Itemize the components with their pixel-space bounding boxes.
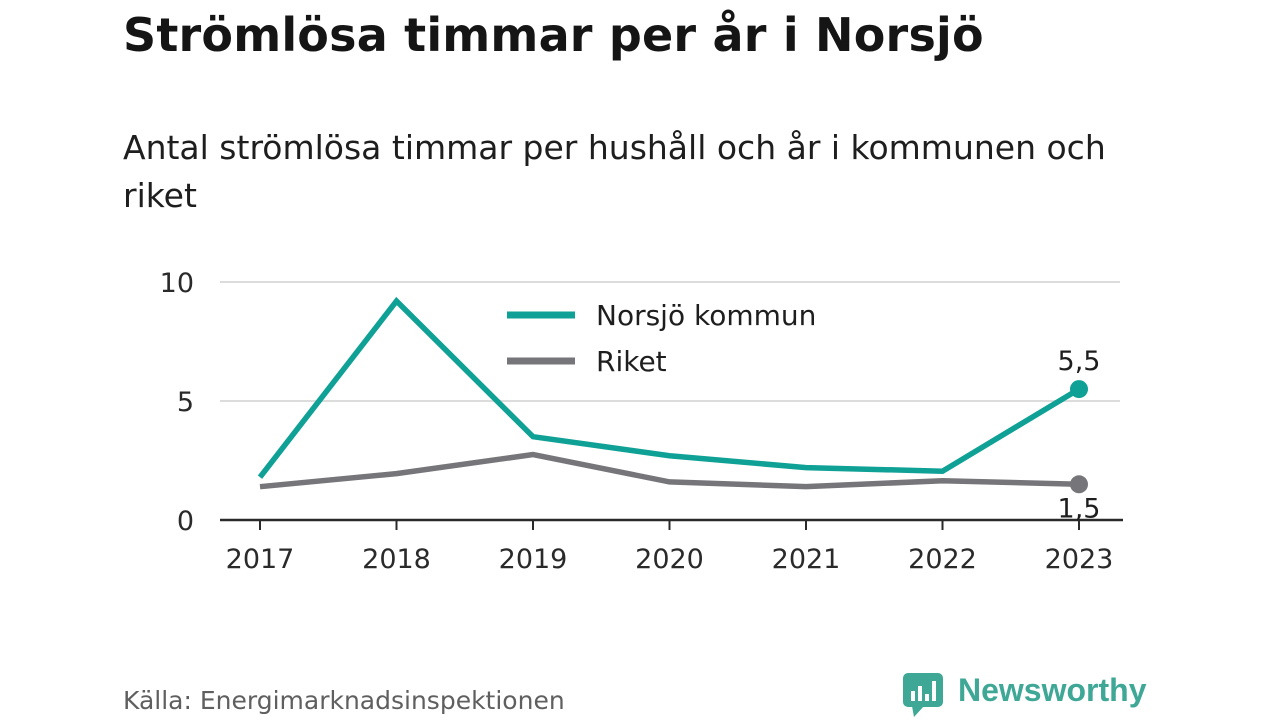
line-chart: 0 5 10 2017 2018 2019 2020 2021 2022 2023 5,5 1,5 No… [160,268,1123,575]
x-tick-label: 2022 [908,544,977,575]
x-tick-label: 2017 [226,544,295,575]
x-tick-label: 2023 [1045,544,1114,575]
data-label: 5,5 [1058,346,1101,377]
y-tick-label: 5 [177,387,194,418]
chart-title: Strömlösa timmar per år i Norsjö [123,8,984,62]
y-tick-label: 0 [177,506,194,537]
newsworthy-logo-icon [903,673,943,717]
chart-subtitle: Antal strömlösa timmar per hushåll och å… [123,128,1106,215]
brand-name: Newsworthy [958,672,1147,708]
x-tick-label: 2021 [772,544,841,575]
series-end-point [1070,475,1088,494]
legend-label: Riket [596,345,667,378]
y-tick-label: 10 [160,268,194,299]
series-line [259,451,1080,490]
x-tick-label: 2019 [499,544,568,575]
x-tick-label: 2018 [362,544,431,575]
series-end-point [1070,380,1088,399]
source-note: Källa: Energimarknadsinspektionen [123,686,565,715]
data-label: 1,5 [1058,493,1101,524]
series-line [257,296,1081,479]
x-tick-label: 2020 [635,544,704,575]
legend-label: Norsjö kommun [596,299,816,332]
